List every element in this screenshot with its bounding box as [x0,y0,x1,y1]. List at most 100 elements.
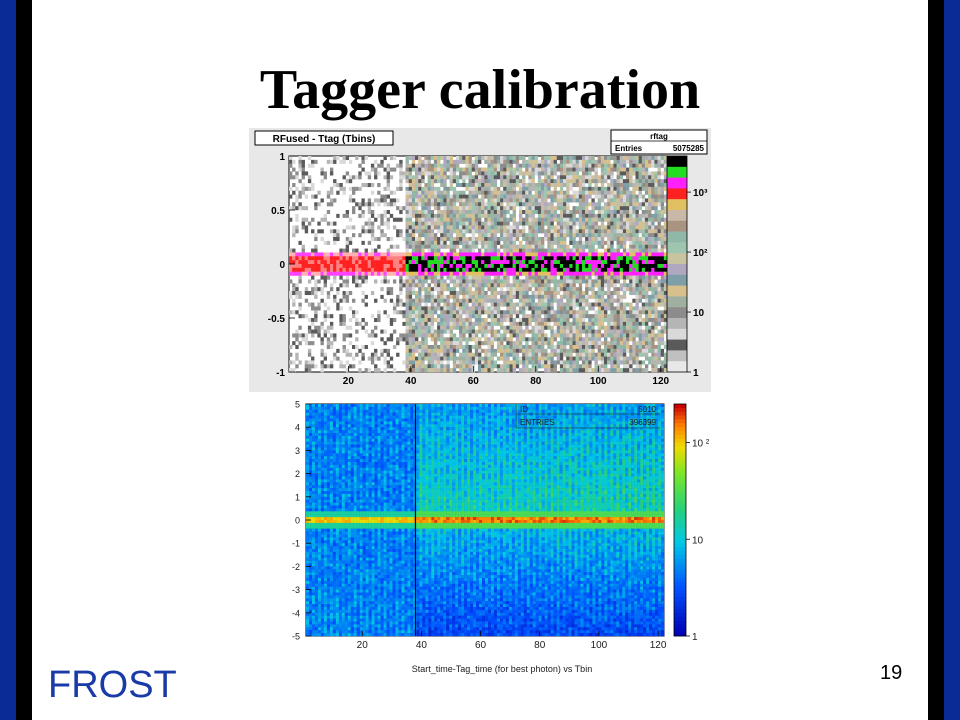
plot1-cell [616,159,620,164]
plot1-cell [474,294,479,299]
plot1-cell [311,318,315,323]
plot1-cell [352,314,356,319]
plot1-cell [541,333,545,338]
plot1-cell [427,248,431,253]
plot1-cell [399,233,403,238]
plot1-cell [591,163,595,168]
plot1-cell [559,267,564,272]
plot1-cell [569,279,573,284]
plot1-cell [408,264,413,269]
plot1-cell [367,225,372,230]
plot1-cell [329,345,334,350]
plot1-cell [361,264,365,269]
plot1-cell [311,267,315,272]
plot1-cell [632,287,636,292]
plot1-cell [566,287,570,292]
plot1-cell [632,360,636,365]
plot1-cell [607,306,611,311]
plot1-cell [440,318,444,323]
plot1-cell [415,225,419,230]
plot1-cell [496,267,501,272]
plot1-cell [358,202,362,207]
plot1-cell [525,298,529,303]
plot1-cell [638,287,642,292]
plot1-cell [433,206,438,211]
plot1-cell [314,248,318,253]
plot1-cell [455,221,460,226]
plot1-cell [443,260,447,265]
plot1-cell [509,264,513,269]
plot1-cell [462,233,466,238]
plot1-cell [484,213,488,218]
plot1-cell [352,267,356,272]
plot1-cell [301,225,305,230]
plot1-cell [449,306,453,311]
plot1-cell [352,190,356,195]
plot1-cell [427,175,431,180]
plot1-cell [553,368,557,373]
plot1-cell [364,264,368,269]
plot1-cell [298,194,302,199]
plot1-cell [522,352,526,357]
plot1-cell [638,341,642,346]
plot1-cell [553,213,557,218]
plot1-cell [566,294,570,299]
plot1-cell [481,237,485,242]
plot1-cell [455,244,460,249]
plot1-cell [490,271,494,276]
plot1-cell [503,206,507,211]
plot1-cell [651,337,655,342]
plot1-cell [339,267,343,272]
plot1-cell [424,337,428,342]
plot1-cell [597,302,602,307]
plot1-cell [459,314,463,319]
plot1-cell [484,175,488,180]
plot1-cell [644,163,649,168]
plot1-cell [566,325,570,330]
plot1-cell [437,356,441,361]
plot1-cell [575,321,579,326]
plot1-cell [490,348,494,353]
plot1-cell [563,198,567,203]
plot1-cell [600,264,605,269]
plot1-cell [525,302,529,307]
plot1-cell [411,291,416,296]
plot1-cell [449,333,453,338]
plot1-cell [440,225,444,230]
plot1-cell [600,159,605,164]
plot1-cell [462,283,466,288]
plot1-cell [537,279,542,284]
plot1-cell [641,294,646,299]
plot1-cell [512,356,516,361]
plot1-cell [336,302,340,307]
plot1-cell [522,302,526,307]
plot1-cell [377,310,381,315]
plot1-cell [468,352,472,357]
plot1-cell [506,159,510,164]
plot1-cell [289,171,293,176]
plot1-cell [607,240,611,245]
plot1-cell [465,329,469,334]
plot1-cell [638,183,642,188]
plot1-cell [370,190,375,195]
plot1-cell [424,298,428,303]
plot1-cell [380,260,384,265]
plot1-cell [370,256,375,261]
plot1-cell [559,364,564,369]
plot1-cell [506,217,510,222]
plot1-cell [635,291,639,296]
plot1-cell [506,298,510,303]
plot1-cell [307,325,312,330]
plot1-cell [588,329,592,334]
plot1-cell [474,329,479,334]
plot1-cell [355,279,359,284]
plot1-cell [455,360,460,365]
plot1-cell [544,368,548,373]
plot1-cell [430,352,435,357]
plot1-cell [594,190,598,195]
plot1-cell [594,341,598,346]
plot1-cell [415,302,419,307]
plot1-cell [326,341,331,346]
plot1-cell [484,240,488,245]
plot1-cell [405,298,409,303]
